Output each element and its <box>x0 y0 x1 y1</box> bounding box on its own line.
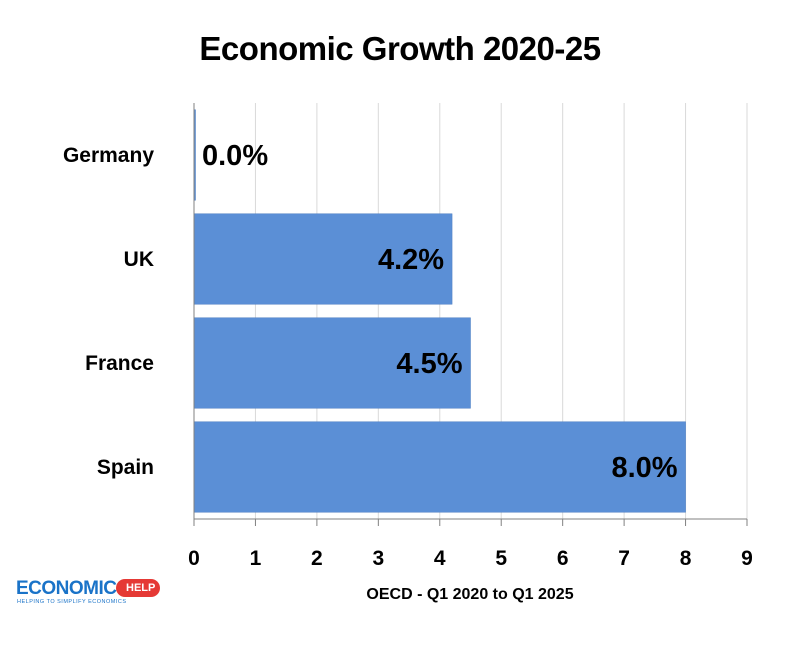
category-label-germany: Germany <box>63 144 154 167</box>
data-label-germany: 0.0% <box>202 140 268 172</box>
category-label-spain: Spain <box>97 456 154 479</box>
data-label-france: 4.5% <box>396 348 462 380</box>
bar-france <box>193 317 471 409</box>
category-label-france: France <box>85 352 154 375</box>
bar-spain <box>193 421 686 513</box>
data-label-spain: 8.0% <box>611 452 677 484</box>
economics-help-logo: ECONOMICS HELP HELPING TO SIMPLIFY ECONO… <box>16 578 161 608</box>
logo-badge: HELP <box>116 579 161 597</box>
x-tick-label-0: 0 <box>188 547 200 570</box>
category-label-uk: UK <box>124 248 154 271</box>
data-label-uk: 4.2% <box>378 244 444 276</box>
labels: 0 1 2 3 4 5 6 7 8 9 Germany 0.0% UK 4.2% France 4.5% Spa… <box>63 140 753 570</box>
x-tick-label-8: 8 <box>680 547 692 570</box>
bars <box>193 109 686 513</box>
x-tick-label-3: 3 <box>372 547 384 570</box>
x-tick-label-1: 1 <box>250 547 262 570</box>
x-tick-label-2: 2 <box>311 547 323 570</box>
x-tick-label-5: 5 <box>495 547 507 570</box>
logo-tagline: HELPING TO SIMPLIFY ECONOMICS <box>17 599 127 605</box>
axes <box>193 103 748 526</box>
x-tick-label-7: 7 <box>618 547 630 570</box>
x-axis-title: OECD - Q1 2020 to Q1 2025 <box>366 586 573 603</box>
x-tick-label-9: 9 <box>741 547 753 570</box>
chart-title: Economic Growth 2020-25 <box>199 30 601 67</box>
x-tick-label-6: 6 <box>557 547 569 570</box>
logo-text: ECONOMICS <box>16 578 129 599</box>
bar-uk <box>193 213 453 305</box>
x-tick-label-4: 4 <box>434 547 446 570</box>
